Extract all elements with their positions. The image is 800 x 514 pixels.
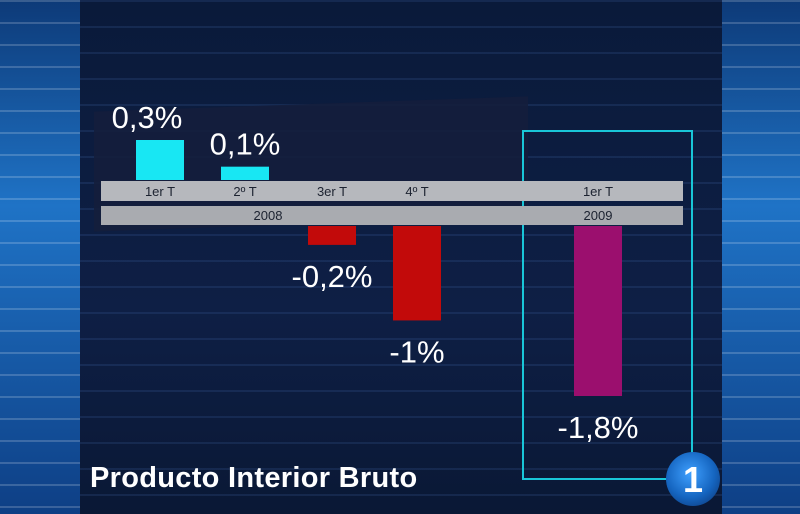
bar-value-label: -0,2% — [292, 259, 373, 294]
highlight-frame — [522, 130, 693, 480]
bar-value-label: -1% — [389, 334, 444, 369]
bar-value-label: 0,1% — [210, 127, 281, 162]
quarter-tick-label: 1er T — [583, 184, 613, 199]
quarter-tick-label: 2º T — [233, 184, 256, 199]
bar-value-label: 0,3% — [112, 100, 183, 135]
bar-value-label: -1,8% — [558, 410, 639, 445]
gdp-bar — [136, 140, 184, 180]
chart-title: Producto Interior Bruto — [90, 462, 418, 494]
gdp-bar — [221, 166, 269, 180]
quarter-tick-label: 3er T — [317, 184, 347, 199]
year-tick-label: 2008 — [254, 208, 283, 223]
gdp-bar — [574, 226, 622, 396]
year-tick-label: 2009 — [584, 208, 613, 223]
gdp-bar — [308, 226, 356, 245]
tve1-logo: 1 — [666, 452, 720, 506]
quarter-band — [101, 181, 683, 201]
quarter-tick-label: 1er T — [145, 184, 175, 199]
year-band — [101, 206, 683, 225]
left-background-strip — [0, 0, 80, 514]
gdp-bar — [393, 226, 441, 321]
quarter-tick-label: 4º T — [405, 184, 428, 199]
right-background-strip — [722, 0, 800, 514]
